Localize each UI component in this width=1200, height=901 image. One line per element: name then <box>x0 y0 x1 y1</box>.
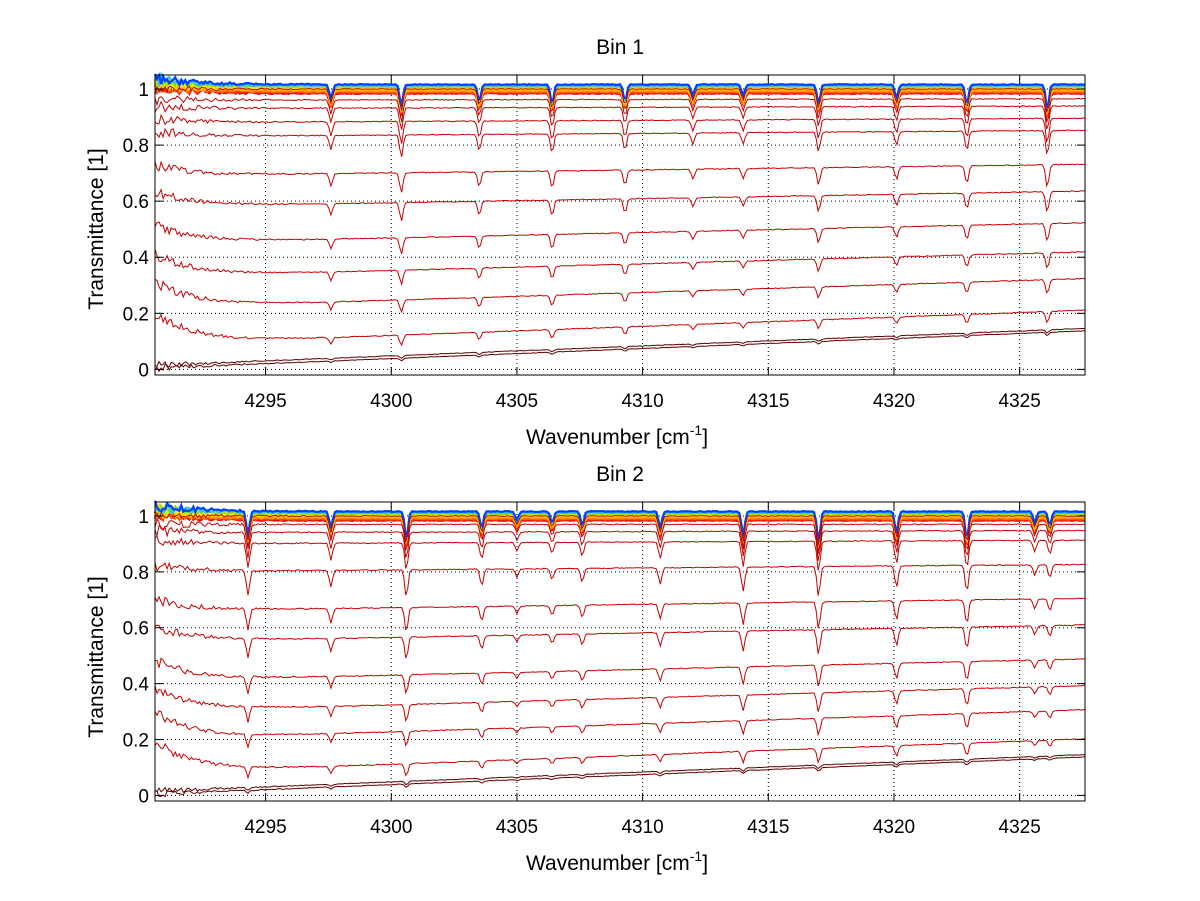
bin-1-title: Bin 1 <box>596 36 644 59</box>
series-line-top-8 <box>153 72 1086 108</box>
y-tick-label: 0.8 <box>123 136 149 157</box>
series-line-4 <box>154 127 1086 157</box>
x-tick-label: 4315 <box>747 817 789 838</box>
bin-1-axes-box <box>154 74 1086 376</box>
series-line-5 <box>154 160 1086 193</box>
x-tick-label: 4300 <box>370 391 412 412</box>
x-tick-label: 4295 <box>244 391 286 412</box>
y-tick-label: 0.6 <box>123 192 149 213</box>
bin-1-x-axis-label: Wavenumber [cm-1] <box>526 422 708 449</box>
series-line-2 <box>154 100 1086 130</box>
series-line-9 <box>154 708 1086 749</box>
x-tick-label: 4325 <box>999 391 1041 412</box>
x-tick-label: 4305 <box>496 817 538 838</box>
bin-2-x-axis-label: Wavenumber [cm-1] <box>526 848 708 875</box>
bin-2-axes-box <box>154 501 1086 802</box>
series-line-3 <box>154 535 1086 571</box>
series-line-1 <box>154 95 1086 123</box>
bin-1-panel: Bin 1 4295 4300 4305 4310 4315 4320 4325 0 0.2 0.… <box>85 36 1086 449</box>
y-tick-label: 0.4 <box>123 248 150 269</box>
bin-1-ticks: 4295 4300 4305 4310 4315 4320 4325 0 0.2 0.4 0.6 0.… <box>123 75 1085 412</box>
series-line-2 <box>154 524 1086 561</box>
series-line-top-8 <box>153 500 1086 542</box>
x-tick-label: 4295 <box>244 817 286 838</box>
y-tick-label: 0.6 <box>123 619 149 640</box>
series-line-8 <box>154 248 1086 286</box>
y-tick-label: 1 <box>138 80 149 101</box>
y-tick-label: 1 <box>138 507 149 528</box>
x-tick-label: 4310 <box>621 391 663 412</box>
x-tick-label: 4315 <box>747 391 789 412</box>
series-line-11 <box>154 753 1086 794</box>
x-tick-label: 4320 <box>873 817 915 838</box>
x-tick-label: 4310 <box>621 817 663 838</box>
y-tick-label: 0.2 <box>123 731 149 752</box>
bin-1-series <box>153 71 1086 373</box>
y-tick-label: 0.4 <box>123 675 150 696</box>
series-line-0 <box>154 85 1086 113</box>
x-tick-label: 4305 <box>496 391 538 412</box>
series-line-9 <box>154 277 1086 314</box>
series-line-12 <box>154 330 1086 373</box>
series-line-10 <box>154 738 1086 780</box>
bin-2-y-axis-label: Transmittance [1] <box>85 576 108 737</box>
series-line-3 <box>154 113 1086 144</box>
x-tick-label: 4300 <box>370 817 412 838</box>
series-line-4 <box>154 561 1085 596</box>
series-line-0 <box>154 511 1086 546</box>
y-tick-label: 0 <box>138 360 149 381</box>
y-tick-label: 0.8 <box>123 563 149 584</box>
series-line-11 <box>154 327 1086 368</box>
x-tick-label: 4320 <box>873 391 915 412</box>
series-line-6 <box>154 624 1086 659</box>
bin-2-ticks: 4295 4300 4305 4310 4315 4320 4325 0 0.2 0.4 0.6 0.… <box>123 502 1085 838</box>
series-line-8 <box>154 684 1086 723</box>
bin-1-y-axis-label: Transmittance [1] <box>85 148 108 309</box>
bin-2-panel: Bin 2 4295 4300 4305 4310 4315 4320 4325 0 0.2 0.… <box>85 463 1086 875</box>
y-tick-label: 0 <box>138 786 149 807</box>
bin-2-title: Bin 2 <box>596 463 644 486</box>
series-line-10 <box>155 309 1086 347</box>
bin-2-series <box>153 500 1086 798</box>
series-line-7 <box>154 221 1085 254</box>
y-tick-label: 0.2 <box>123 304 149 325</box>
series-line-6 <box>154 188 1086 221</box>
series-line-1 <box>154 518 1086 555</box>
x-tick-label: 4325 <box>999 817 1041 838</box>
series-line-5 <box>154 595 1086 631</box>
series-line-7 <box>154 657 1086 695</box>
series-line-12 <box>154 756 1086 798</box>
